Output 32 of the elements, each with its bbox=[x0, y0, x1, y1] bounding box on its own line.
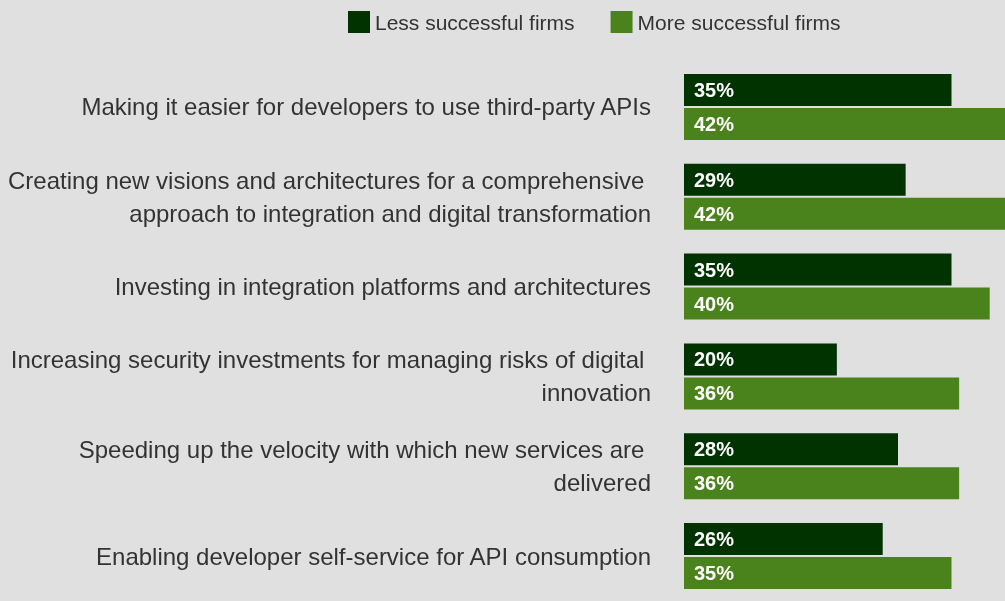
data-label: 35% bbox=[694, 562, 735, 585]
data-label: 26% bbox=[694, 528, 735, 551]
bar bbox=[684, 163, 906, 196]
data-label: 20% bbox=[694, 348, 735, 371]
y-tick-label: Investing in integration platforms and architectures bbox=[114, 273, 651, 301]
y-tick-label: Speeding up the velocity with which new services are delivered bbox=[78, 436, 651, 497]
data-label: 35% bbox=[694, 258, 735, 281]
data-label: 29% bbox=[694, 168, 735, 191]
data-label: 28% bbox=[694, 438, 735, 461]
bar bbox=[684, 557, 952, 590]
bar bbox=[684, 73, 952, 106]
bar bbox=[684, 197, 1005, 230]
bar bbox=[684, 107, 1005, 140]
bar bbox=[684, 287, 990, 320]
bar bbox=[684, 467, 960, 500]
data-label: 42% bbox=[694, 202, 735, 225]
y-tick-label: Making it easier for developers to use third-party APIs bbox=[81, 93, 651, 121]
bar bbox=[684, 523, 883, 556]
bar bbox=[684, 433, 898, 466]
data-label: 36% bbox=[694, 472, 735, 495]
data-label: 36% bbox=[694, 382, 735, 405]
data-label: 40% bbox=[694, 292, 735, 315]
bar bbox=[684, 253, 952, 286]
bar bbox=[684, 343, 837, 376]
legend-label: Less successful firms bbox=[375, 10, 575, 34]
y-tick-label: Enabling developer self-service for API consumption bbox=[96, 542, 651, 570]
y-tick-label: Increasing security investments for managing risks of digital innovation bbox=[10, 346, 651, 407]
bar bbox=[684, 377, 960, 410]
data-label: 35% bbox=[694, 78, 735, 101]
data-label: 42% bbox=[694, 112, 735, 135]
legend-label: More successful firms bbox=[637, 10, 841, 34]
y-tick-label: Creating new visions and architectures for a comprehensive approach to integration and digital transformation bbox=[8, 166, 651, 227]
